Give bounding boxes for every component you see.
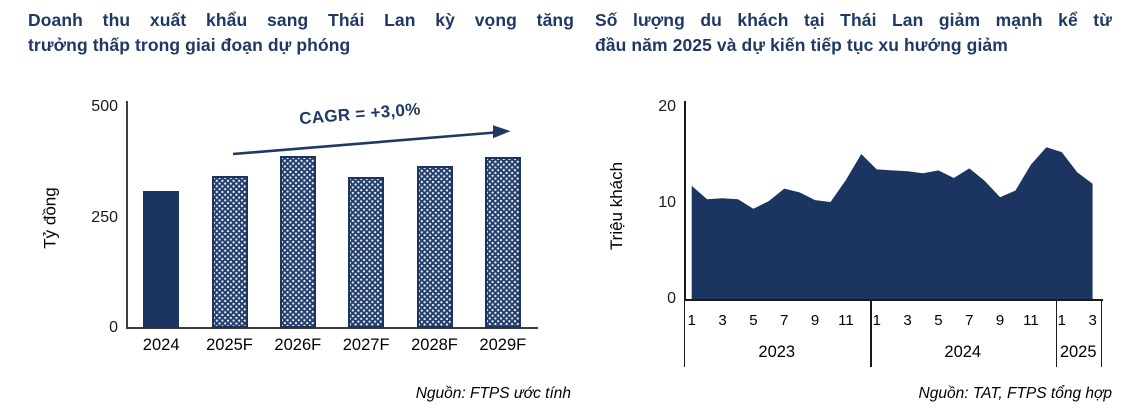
x-category-label-2024: 2024 [142,336,180,354]
right-chart-title: Số lượng du khách tại Thái Lan giảm mạnh… [595,8,1112,57]
month-tick-label: 5 [749,311,758,329]
month-tick-label: 7 [965,311,974,329]
left-y-tick-label: 500 [91,98,118,115]
month-tick-label: 9 [995,311,1005,329]
band-separator-0 [683,298,686,367]
bar-2026F [279,155,316,328]
right-y-tick-label: 0 [667,290,676,307]
x-category-label-2029F: 2029F [479,336,527,354]
month-tick-label: 7 [780,311,789,329]
month-tick-label: 3 [1088,311,1097,329]
right-chart-title-line2: đầu năm 2025 và dự kiến tiếp tục xu hướn… [595,34,1008,55]
month-tick-label: 1 [687,311,696,329]
month-tick-label: 1 [872,311,881,329]
bar-2024 [143,191,180,328]
right-x-axis-band: 1 3 5 7 9 11 2023 1 3 5 7 9 11 2024 1 3 2025 [683,298,1103,367]
tourist-arrivals-area-shape [691,147,1093,299]
left-source-note: Nguồn: FTPS ước tính [415,385,571,402]
right-y-axis-label: Triệu khách [607,161,627,251]
x-category-label-2028F: 2028F [411,336,458,354]
right-x-axis-line [683,298,1103,301]
band-separator-3 [1100,298,1103,367]
x-category-label-2026F: 2026F [274,336,322,354]
month-tick-label: 5 [934,311,943,329]
right-source-note: Nguồn: TAT, FTPS tổng hợp [918,385,1112,402]
bar-2027F [348,176,385,328]
bar-2025F [211,176,248,328]
right-y-tick-label: 10 [658,194,676,211]
year-label-2024: 2024 [944,342,982,361]
bar-2028F [416,165,453,328]
band-separator-2 [1055,298,1058,367]
left-y-tick-label: 250 [91,208,118,226]
month-tick-label: 3 [718,311,727,329]
right-y-tick-label: 20 [658,98,676,115]
left-chart-title-line1: Doanh thu xuất khẩu sang Thái Lan kỳ vọn… [28,10,574,30]
x-category-label-2027F: 2027F [342,336,390,354]
month-tick-label: 1 [1057,311,1066,329]
month-tick-label: 11 [838,311,854,329]
left-chart-title-line2: trưởng thấp trong giai đoạn dự phóng [28,34,351,55]
right-chart-title-line1: Số lượng du khách tại Thái Lan giảm mạnh… [595,10,1112,30]
left-y-axis-label: Tỷ đồng [40,187,60,249]
x-category-label-2025F: 2025F [206,336,253,354]
year-label-2025: 2025 [1059,342,1097,361]
month-tick-label: 11 [1023,311,1039,329]
left-x-axis-line [126,327,538,330]
left-y-tick-label: 0 [109,319,118,336]
month-tick-label: 3 [903,311,912,329]
left-chart-title: Doanh thu xuất khẩu sang Thái Lan kỳ vọn… [28,8,574,57]
left-y-axis-line [126,101,128,328]
cagr-trend-arrow-icon [232,125,511,156]
bar-2029F [484,157,521,328]
band-separator-1 [870,298,872,367]
right-area-chart-plot [685,107,1102,299]
left-bar-chart-plot: CAGR = +3,0% [127,99,537,328]
right-y-axis-line [684,101,686,299]
month-tick-label: 9 [810,311,820,329]
year-label-2023: 2023 [758,342,796,361]
